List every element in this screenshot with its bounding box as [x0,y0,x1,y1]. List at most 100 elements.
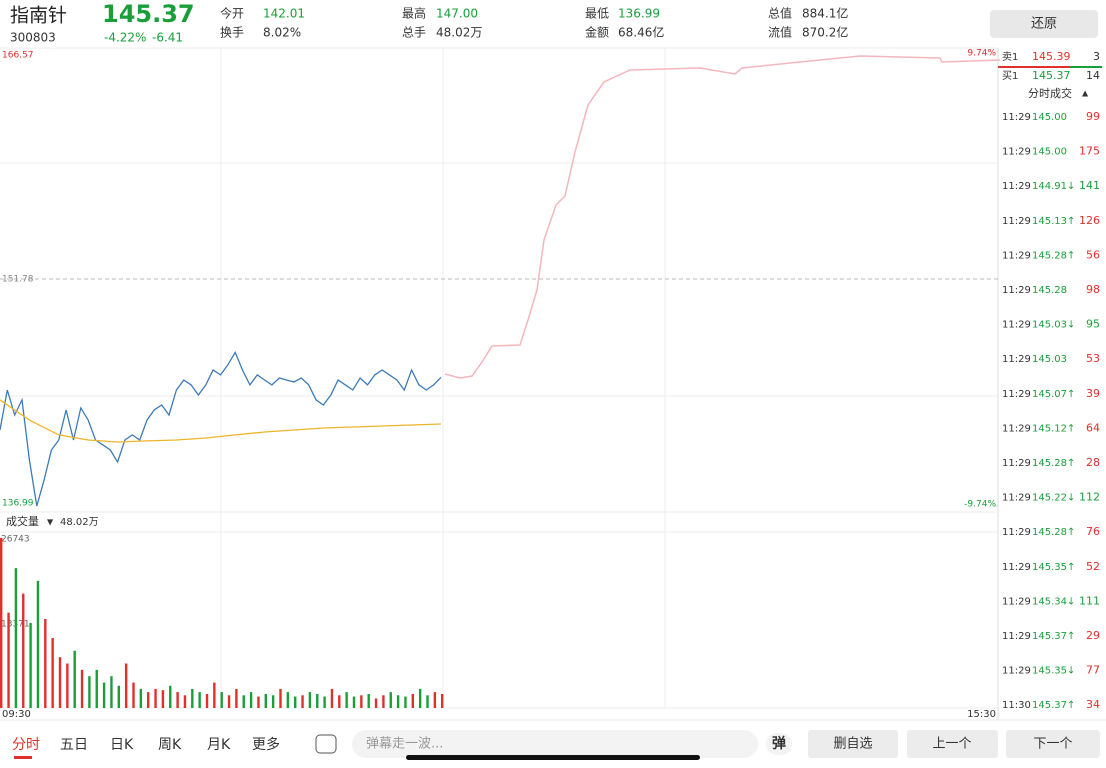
x-tick-label: 15:30 [967,709,996,720]
volume-bar [198,692,201,708]
comment-placeholder: 弹幕走一波... [366,737,443,752]
trade-volume: 77 [1086,664,1100,677]
trade-time: 11:29 [1002,596,1031,607]
trade-price: 145.13↑ [1032,216,1075,227]
volume-tick-label: 26743 [1,535,30,545]
trade-volume: 76 [1086,525,1100,538]
button-label[interactable]: 上一个 [932,737,971,752]
volume-bar [441,694,444,708]
stat-value: 48.02万 [436,26,482,40]
tab[interactable]: 日K [110,737,134,753]
trade-volume: 29 [1086,629,1100,642]
trade-price: 145.00 [1032,112,1067,123]
volume-bar [220,692,223,708]
restore-button[interactable] [990,10,1098,38]
volume-bar [316,694,319,708]
trade-price: 145.34↓ [1032,596,1075,607]
trade-volume: 52 [1086,560,1100,573]
volume-dropdown[interactable]: ▼ [47,518,54,527]
volume-bar [352,696,356,708]
volume-bar [360,695,363,708]
button[interactable] [808,730,898,758]
volume-bar [279,688,282,708]
volume-total: 48.02万 [60,517,99,528]
stat-value: 8.02% [263,26,301,40]
stat-label: 金额 [585,25,609,40]
button[interactable] [907,730,998,758]
volume-bar [227,695,231,708]
trade-volume: 141 [1079,179,1100,192]
trade-volume: 112 [1079,491,1100,504]
price-line [0,350,442,507]
volume-bar [308,692,312,708]
trade-time: 11:29 [1002,147,1031,158]
collapse-icon[interactable]: ▲ [1082,89,1089,98]
volume-bar [264,694,267,708]
stat-label: 总手 [402,26,426,40]
trade-time: 11:29 [1002,216,1031,227]
volume-bar [191,688,194,708]
y-tick-label: 151.78 [2,275,34,285]
volume-bar [22,593,25,708]
tab[interactable]: 分时 [12,737,40,753]
volume-bar [95,669,98,708]
trade-volume: 28 [1086,456,1100,469]
danmaku-icon[interactable]: 弹 [772,735,786,752]
stat-label: 最高 [402,6,426,21]
drawn-stroke [444,55,1001,379]
volume-bar [213,682,216,708]
trade-price: 145.00 [1032,147,1067,158]
trade-price: 145.28 [1032,285,1067,296]
change-pct: -4.22% [104,31,146,45]
tab[interactable]: 周K [158,737,182,753]
tab[interactable]: 五日 [60,737,88,753]
trade-volume: 126 [1079,214,1100,227]
trade-volume: 98 [1086,283,1100,296]
volume-bar [286,692,290,708]
trade-volume: 34 [1086,698,1100,711]
volume-bar [330,688,334,708]
volume-bar [294,696,297,708]
trade-price: 145.28↑ [1032,527,1075,538]
button[interactable] [1006,730,1100,758]
button-label[interactable]: 下一个 [1033,737,1072,752]
volume-bar [169,685,172,708]
volume-bar [367,694,370,708]
restore-label: 还原 [1031,17,1057,32]
trade-price: 145.35↑ [1032,562,1075,573]
button-label[interactable]: 删自选 [833,737,872,752]
trade-time: 11:29 [1002,354,1031,365]
trade-time: 11:29 [1002,285,1031,296]
trade-price: 145.28↑ [1032,458,1075,469]
tab[interactable]: 月K [207,737,231,753]
trade-price: 145.22↓ [1032,493,1075,504]
volume-bar [80,669,84,708]
volume-bar [44,619,47,708]
comment-icon[interactable] [315,734,337,754]
trade-time: 11:30 [1002,700,1031,711]
volume-bar [73,650,76,708]
volume-bar [345,692,348,708]
trade-time: 11:29 [1002,423,1031,434]
stat-value: 136.99 [618,7,660,21]
trade-price: 145.03↓ [1032,320,1075,331]
volume-bar [338,695,341,708]
danmaku-toggle[interactable] [766,733,792,755]
trade-time: 11:29 [1002,250,1031,261]
volume-bar [389,692,392,708]
tab[interactable]: 更多 [252,736,280,753]
stat-value: 68.46亿 [618,25,664,40]
volume-bar [88,676,91,708]
home-indicator [406,755,700,760]
stat-value: 884.1亿 [802,6,848,21]
comment-input[interactable] [352,730,758,758]
volume-bar [235,688,238,708]
order-volume: 3 [1093,50,1100,63]
trade-price: 145.07↑ [1032,389,1075,400]
volume-bar [154,688,157,708]
volume-bar [7,612,10,708]
stat-label: 流值 [768,25,792,40]
volume-bar [374,698,378,708]
y-tick-label: 166.57 [2,51,34,61]
